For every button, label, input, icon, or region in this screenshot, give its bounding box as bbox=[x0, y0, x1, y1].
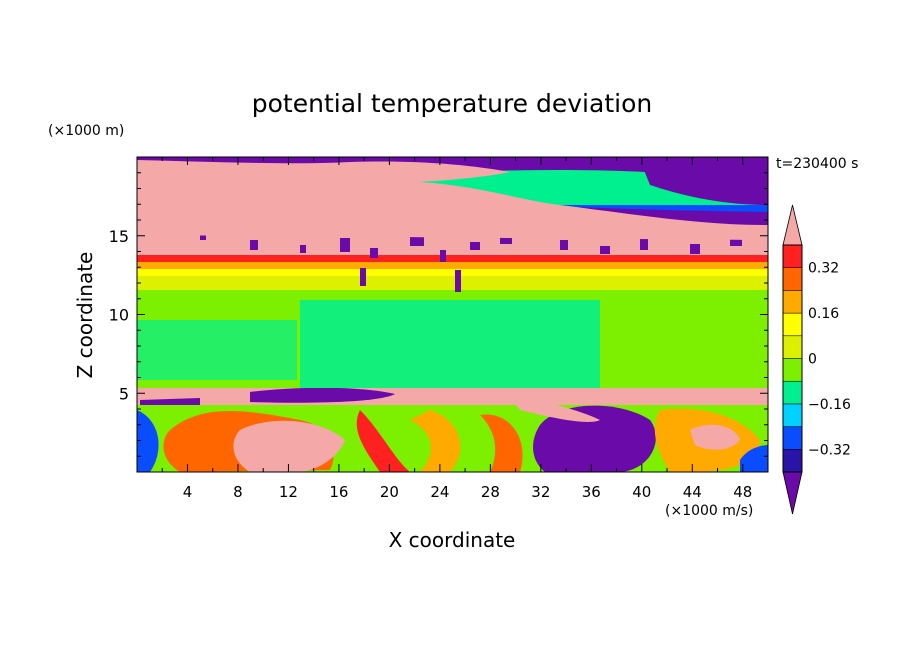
band-red bbox=[137, 255, 768, 262]
x-tick-label: 8 bbox=[233, 483, 243, 501]
band-yellow bbox=[137, 275, 768, 290]
x-tick-label: 40 bbox=[632, 483, 651, 501]
y-unit-label: (×1000 m) bbox=[48, 123, 124, 139]
x-unit-label: (×1000 m/s) bbox=[665, 503, 753, 519]
x-tick-label: 20 bbox=[380, 483, 399, 501]
colorbar-frame bbox=[782, 244, 803, 473]
x-axis: 4 8 12 16 20 24 28 32 36 40 44 48 bbox=[161, 157, 752, 501]
blob-blue-left bbox=[137, 410, 159, 472]
x-tick-label: 16 bbox=[329, 483, 348, 501]
colorbar-label: −0.16 bbox=[808, 397, 851, 413]
x-tick-label: 32 bbox=[531, 483, 550, 501]
blob-purple-deep bbox=[533, 405, 656, 472]
band-gold bbox=[137, 268, 768, 276]
x-tick-label: 12 bbox=[279, 483, 298, 501]
band-orange bbox=[137, 262, 768, 269]
y-axis: 5 10 15 bbox=[109, 172, 768, 457]
colorbar-swatch bbox=[782, 426, 803, 450]
blob-blue-right bbox=[740, 445, 768, 472]
chart-title: potential temperature deviation bbox=[252, 89, 652, 118]
y-tick-label: 10 bbox=[109, 306, 129, 325]
purple-layer-patch-2 bbox=[140, 398, 200, 405]
blob-red-swirl bbox=[356, 410, 410, 472]
band-warm-layer bbox=[137, 388, 768, 405]
x-tick-label: 36 bbox=[582, 483, 601, 501]
x-tick-label: 24 bbox=[430, 483, 449, 501]
blob-pink-center bbox=[233, 420, 345, 472]
y-tick-label: 5 bbox=[119, 384, 129, 403]
colorbar-label: 0 bbox=[808, 352, 817, 368]
colorbar-min-triangle bbox=[782, 471, 803, 515]
time-label: t=230400 s bbox=[776, 156, 858, 172]
colorbar-label: −0.32 bbox=[808, 442, 851, 458]
colorbar-swatch bbox=[782, 358, 803, 382]
colorbar-swatch bbox=[782, 312, 803, 337]
pink-dip bbox=[510, 395, 600, 422]
colorbar-max-triangle bbox=[782, 204, 803, 246]
band-mid-teal bbox=[300, 300, 600, 388]
colorbar-swatch bbox=[782, 290, 803, 314]
x-tick-label: 48 bbox=[733, 483, 752, 501]
colorbar: 0.32 0.16 0 −0.16 −0.32 bbox=[782, 204, 851, 515]
colorbar-swatch bbox=[782, 244, 803, 268]
x-tick-label: 4 bbox=[183, 483, 193, 501]
band-purple-right-cap bbox=[640, 159, 768, 205]
band-pink-top bbox=[137, 178, 768, 240]
colorbar-swatch bbox=[782, 380, 803, 405]
x-tick-label: 28 bbox=[481, 483, 500, 501]
scattered-purple bbox=[200, 232, 742, 292]
blob-orange-swirl-2 bbox=[480, 414, 523, 472]
blob-pink-right bbox=[690, 424, 740, 450]
colorbar-swatch bbox=[782, 335, 803, 359]
purple-layer-patch bbox=[250, 387, 395, 403]
colorbar-label: 0.32 bbox=[808, 261, 839, 277]
blob-orange-swirl bbox=[410, 410, 461, 472]
colorbar-label: 0.16 bbox=[808, 306, 839, 322]
colorbar-swatch bbox=[782, 449, 803, 473]
colorbar-swatch bbox=[782, 403, 803, 427]
band-pink-cap bbox=[137, 160, 510, 188]
y-tick-label: 15 bbox=[109, 227, 129, 246]
heatmap-field bbox=[137, 157, 768, 472]
x-axis-label: X coordinate bbox=[389, 528, 516, 552]
band-mid-teal-left bbox=[137, 320, 297, 380]
x-tick-label: 44 bbox=[683, 483, 702, 501]
colorbar-swatch bbox=[782, 267, 803, 291]
y-axis-label: Z coordinate bbox=[73, 252, 97, 379]
